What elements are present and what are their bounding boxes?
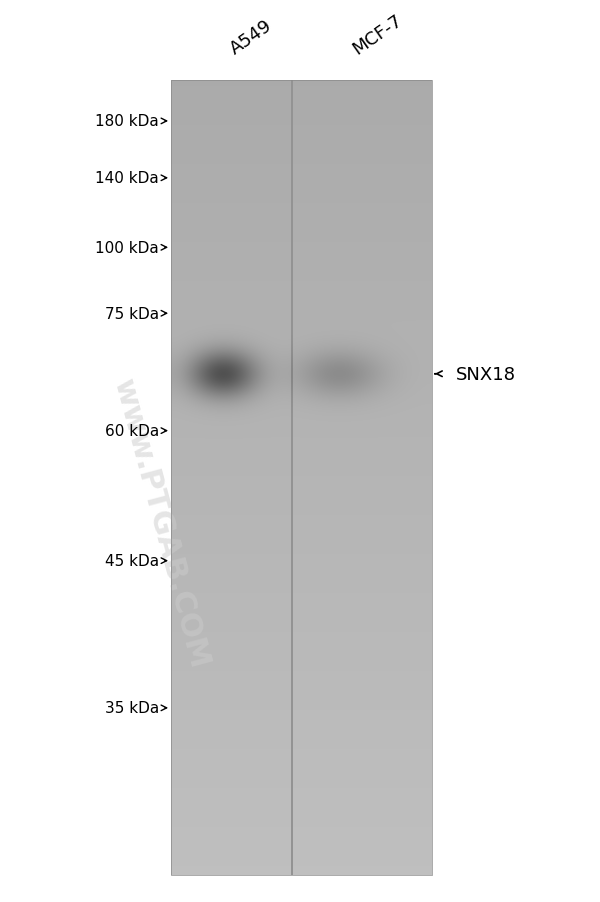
Text: MCF-7: MCF-7 <box>350 12 406 59</box>
Text: 45 kDa: 45 kDa <box>105 554 159 568</box>
Text: 60 kDa: 60 kDa <box>105 424 159 438</box>
Text: 75 kDa: 75 kDa <box>105 307 159 321</box>
Text: 100 kDa: 100 kDa <box>95 241 159 255</box>
Text: 140 kDa: 140 kDa <box>95 171 159 186</box>
Text: A549: A549 <box>227 17 275 59</box>
Text: 35 kDa: 35 kDa <box>105 701 159 715</box>
Bar <box>171 81 432 875</box>
Text: SNX18: SNX18 <box>456 365 516 383</box>
Text: www.PTGAB.COM: www.PTGAB.COM <box>108 375 214 671</box>
Text: 180 kDa: 180 kDa <box>95 115 159 129</box>
